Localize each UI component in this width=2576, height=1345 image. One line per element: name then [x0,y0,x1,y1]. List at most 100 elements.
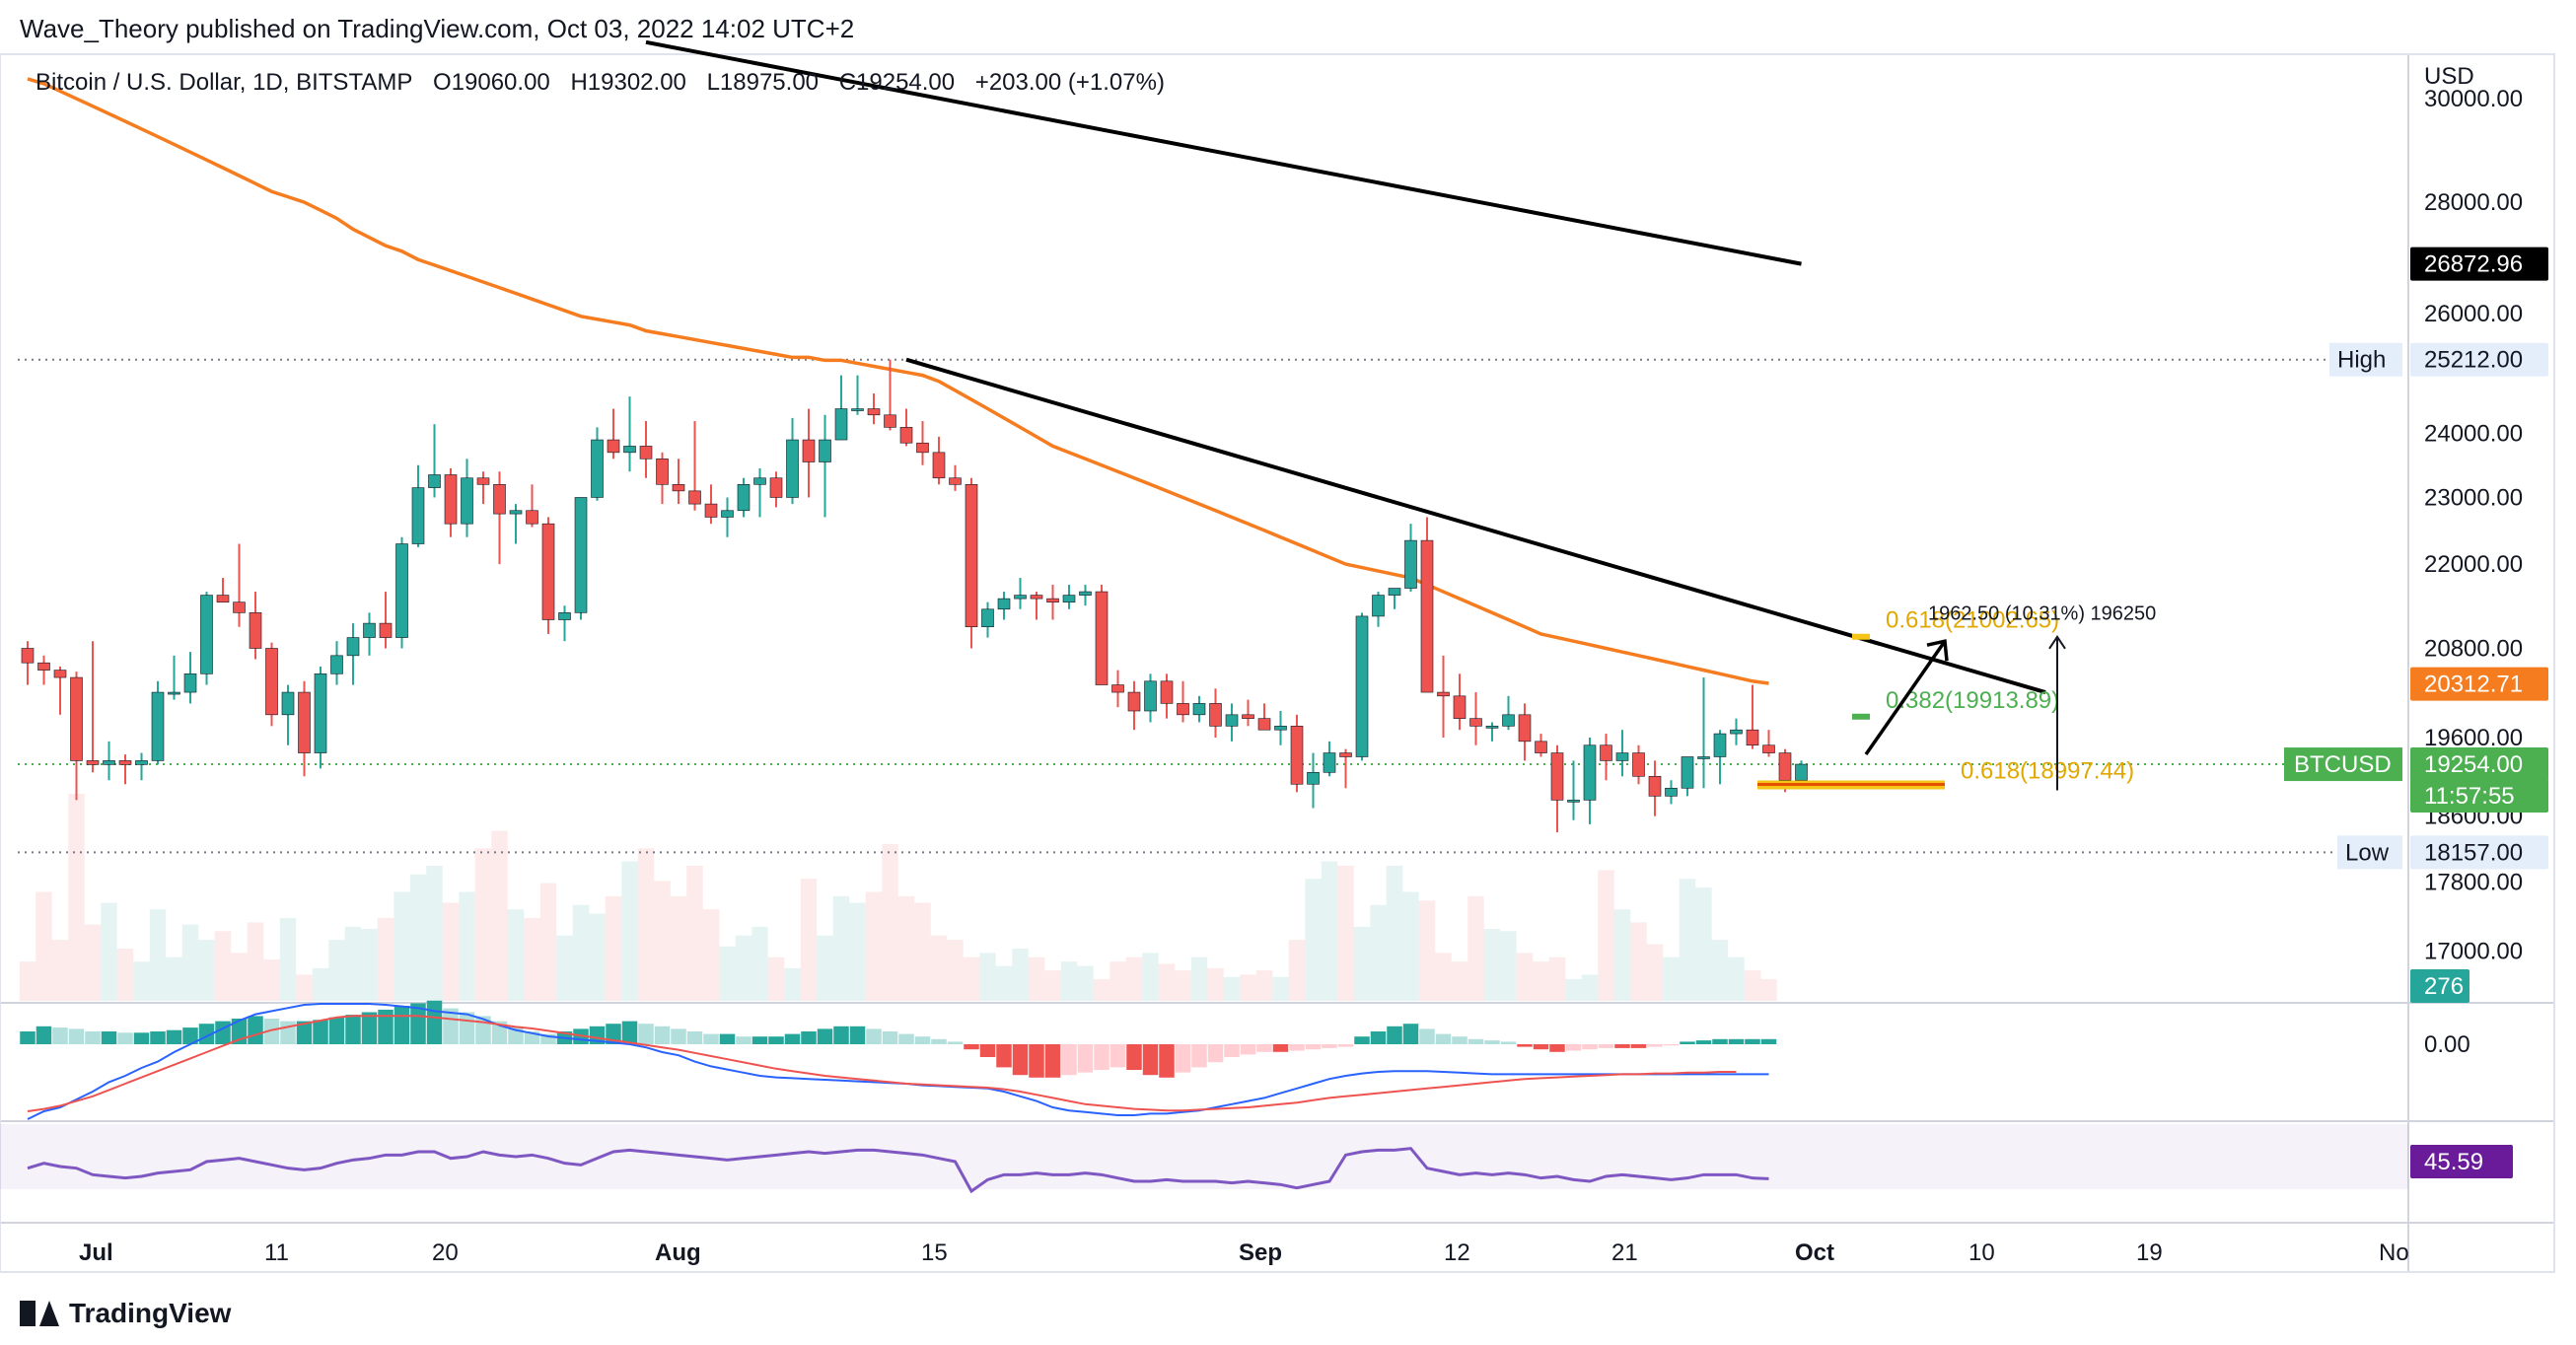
high-label-text: High [2337,347,2386,374]
macd-histogram-bar [1175,1044,1191,1073]
volume-bar [181,924,199,1001]
macd-histogram [20,1000,1777,1078]
volume-bar [507,909,525,1001]
symbol-tag: BTCUSD [2284,747,2402,782]
low-value-tag: 18157.00 [2410,835,2548,870]
macd-histogram-bar [328,1017,345,1044]
macd-histogram-bar [101,1031,117,1044]
macd-histogram-bar [1760,1038,1777,1044]
ema-value-tag-text: 20312.71 [2424,672,2523,698]
candle-body [1730,729,1743,735]
volume-bar [1728,956,1745,1001]
macd-histogram-bar [1191,1044,1207,1068]
candle-body [1615,752,1629,761]
volume-bar [1663,956,1680,1001]
fib-618-upper-marker [1852,633,1870,640]
time-tick-label: Oct [1795,1239,1834,1266]
high-label-box: High [2329,342,2402,377]
macd-histogram-bar [1256,1044,1272,1052]
macd-histogram-bar [1549,1044,1565,1052]
volume-bar [1533,961,1549,1001]
candle-body [1062,595,1076,602]
low-label-text: Low [2345,839,2390,866]
candle-body [1192,703,1206,716]
volume-bar [1077,965,1094,1001]
macd-histogram-bar [817,1028,833,1044]
macd-histogram-bar [378,1009,394,1044]
rsi-value-tag: 45.59 [2410,1145,2513,1178]
candle-body [1144,680,1157,712]
candle-body [395,543,408,638]
volume-bar [1646,944,1664,1001]
fib-382-label: 0.382(19913.89) [1886,687,2059,714]
macd-histogram-bar [68,1028,85,1044]
high-value-tag-bg [2410,342,2548,377]
volume-bar [702,909,720,1001]
low-label-bg [2337,835,2402,870]
price-tick-label: 17000.00 [2424,939,2523,965]
candle-body [558,612,571,620]
macd-histogram-bar [1517,1044,1533,1047]
macd-histogram-bar [248,1016,263,1044]
macd-histogram-bar [166,1029,182,1044]
rsi-value-tag-text: 45.59 [2424,1149,2483,1175]
price-tick-label: 28000.00 [2424,189,2523,216]
candle-body [834,408,848,441]
volume-value-tag-text: 276 [2424,973,2464,1000]
candle-body [37,662,50,671]
volume-bar [1190,956,1208,1001]
candle-body [86,760,100,765]
macd-histogram-bar [1305,1044,1322,1050]
candle-series [21,359,1808,833]
candle-body [672,483,685,492]
candle-body [265,648,278,716]
macd-histogram-bar [361,1012,378,1044]
volume-bar [133,961,150,1001]
volume-value-tag: 276 [2410,969,2469,1003]
volume-bar [1223,976,1241,1001]
volume-bar [116,948,134,1001]
macd-histogram-bar [36,1026,52,1044]
projection-arrow [1864,640,1947,756]
macd-histogram-bar [280,1021,296,1044]
volume-bar [198,940,215,1001]
time-tick-label: 21 [1611,1239,1638,1266]
candle-body [819,439,831,462]
volume-series [19,794,1777,1001]
volume-bar [572,904,590,1001]
symbol-tag-text: BTCUSD [2294,751,2392,778]
price-tick-label: 17800.00 [2424,870,2523,896]
candle-body [200,595,213,674]
currency-label[interactable]: USD [2424,63,2474,90]
high-value-tag-text: 25212.00 [2424,347,2523,374]
volume-bar [686,865,703,1001]
volume-bar [1240,974,1256,1001]
rsi-value-tag-bg [2410,1145,2513,1178]
volume-bar [1744,970,1761,1001]
macd-histogram-bar [1061,1044,1077,1076]
candle-body [541,523,555,620]
volume-bar [459,891,475,1001]
fib-382-marker [1852,713,1870,720]
tradingview-logo[interactable]: TradingView [20,1298,231,1329]
macd-histogram-bar [1663,1044,1680,1046]
candle-body [135,760,148,765]
volume-bar [914,902,931,1001]
volume-bar [247,922,264,1001]
candle-body [70,676,83,761]
volume-bar [670,895,687,1001]
candle-body [997,598,1011,610]
candle-body [1095,591,1109,685]
macd-histogram-bar [345,1015,361,1044]
trendline-value-tag: 26872.96 [2410,247,2548,281]
candle-body [249,612,262,649]
price-tick-label: 19600.00 [2424,725,2523,751]
symbol-legend[interactable]: Bitcoin / U.S. Dollar, 1D, BITSTAMP O190… [36,69,1179,97]
candle-body [1323,752,1336,773]
volume-bar [930,935,948,1001]
macd-histogram-bar [1614,1044,1630,1048]
candle-body [1420,539,1434,693]
macd-histogram-bar [150,1031,166,1044]
volume-bar [1500,931,1517,1001]
macd-histogram-bar [1354,1036,1370,1044]
